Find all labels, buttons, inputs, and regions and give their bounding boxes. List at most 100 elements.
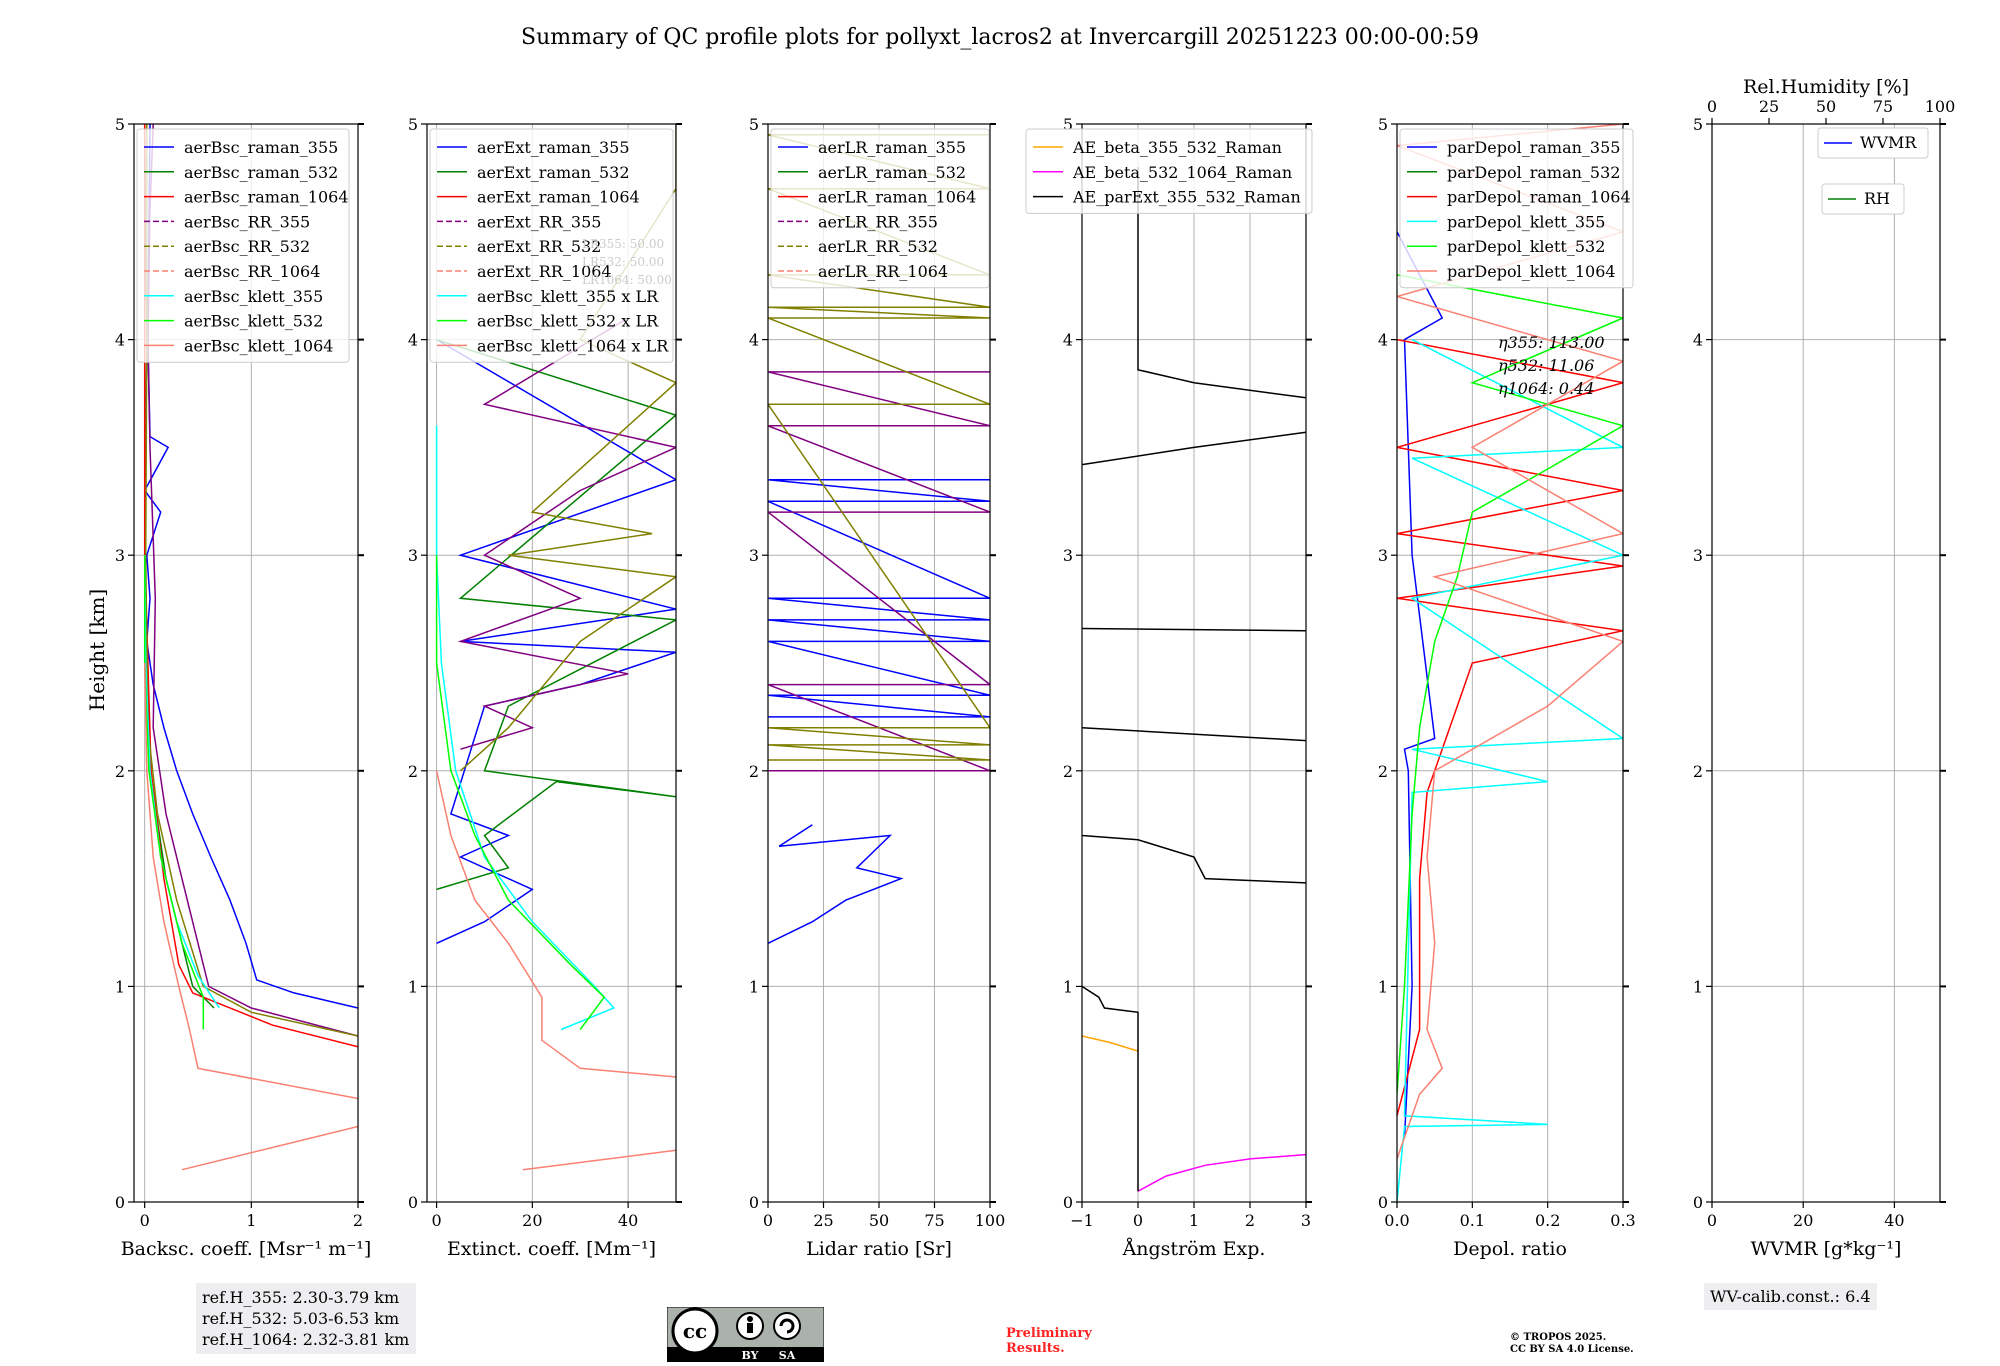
series-aerExt_klett_355 xyxy=(435,425,616,1031)
y-tick-label: 2 xyxy=(1063,762,1073,781)
series-aerExt_raman_355 xyxy=(436,338,676,944)
legend-box xyxy=(429,128,674,363)
x-axis-label: Extinct. coeff. [Mm⁻¹] xyxy=(447,1238,656,1260)
y-tick-label: 3 xyxy=(115,546,125,565)
legend-box xyxy=(136,128,350,363)
series-AE_parExt_355_532_Raman_b xyxy=(1082,726,1306,742)
y-axis-label: Height [km] xyxy=(85,589,109,711)
panel-extinction: 0 1 2 3 4 5 0 20 40 Extinct. coeff. [Mm⁻¹] aerExt_… xyxy=(408,115,682,1260)
legend-label: aerBsc_RR_1064 xyxy=(184,262,320,281)
cc-logo-icon xyxy=(671,1307,719,1355)
top-x-tick-label: 75 xyxy=(1873,97,1893,116)
legend-label: parDepol_klett_1064 xyxy=(1447,262,1616,281)
legend-label: aerLR_RR_532 xyxy=(818,237,938,256)
series-AE_parExt_355_532_Raman_a xyxy=(1082,834,1306,884)
x-tick-label: 40 xyxy=(618,1211,638,1230)
legend-label: RH xyxy=(1864,189,1890,208)
x-tick-label: 0 xyxy=(1707,1211,1717,1230)
axes-frame xyxy=(1711,123,1941,1203)
legend-box xyxy=(1399,128,1634,289)
series-aerExt_raman_532 xyxy=(436,338,676,891)
legend-box xyxy=(1821,183,1905,215)
series-aerBsc_RR_532 xyxy=(144,124,358,1037)
legend-label: aerBsc_RR_532 xyxy=(184,237,310,256)
y-tick-label: 3 xyxy=(1693,546,1703,565)
x-tick-label: −1 xyxy=(1070,1211,1094,1230)
x-tick-label: 1 xyxy=(246,1211,256,1230)
x-tick-label: 75 xyxy=(924,1211,944,1230)
x-tick-label: 50 xyxy=(869,1211,889,1230)
legend: aerLR_raman_355 aerLR_raman_532 aerLR_rama… xyxy=(770,128,990,289)
x-axis-label: Depol. ratio xyxy=(1453,1238,1567,1260)
x-tick-label: 0.0 xyxy=(1384,1211,1409,1230)
axes-frame xyxy=(426,123,677,1203)
y-tick-label: 2 xyxy=(115,762,125,781)
top-x-tick-label: 50 xyxy=(1816,97,1836,116)
y-tick-label: 0 xyxy=(749,1193,759,1212)
x-tick-label: 0 xyxy=(1133,1211,1143,1230)
legend-label: aerBsc_klett_1064 x LR xyxy=(477,336,669,355)
legend-box xyxy=(1817,127,1929,159)
x-tick-label: 20 xyxy=(522,1211,542,1230)
legend-label: aerBsc_klett_355 xyxy=(184,287,323,306)
figure-title: Summary of QC profile plots for pollyxt_… xyxy=(521,25,1479,50)
legend-label: aerExt_raman_532 xyxy=(477,163,630,182)
legend-label: aerExt_raman_1064 xyxy=(477,188,640,207)
series-aerExt_klett_1064 xyxy=(435,770,676,1078)
top-x-tick-label: 0 xyxy=(1707,97,1717,116)
legend-label: aerLR_RR_1064 xyxy=(818,262,948,281)
y-tick-label: 0 xyxy=(408,1193,418,1212)
y-tick-label: 1 xyxy=(1693,977,1703,996)
legend: WVMR RH xyxy=(1817,127,1929,215)
cc-license-badge: cc BY SA xyxy=(666,1306,825,1363)
legend-label: aerBsc_klett_1064 xyxy=(184,336,333,355)
preliminary-line-1: Preliminary xyxy=(1006,1326,1092,1341)
legend-label: aerLR_raman_532 xyxy=(818,163,966,182)
preliminary-results-note: Preliminary Results. xyxy=(1006,1326,1092,1356)
legend-label: aerExt_RR_355 xyxy=(477,212,601,231)
series-AE_parExt_355_532_Raman_d xyxy=(1082,431,1306,466)
x-axis-label: Backsc. coeff. [Msr⁻¹ m⁻¹] xyxy=(121,1238,372,1260)
x-tick-label: 0.2 xyxy=(1535,1211,1560,1230)
legend-label: aerLR_raman_355 xyxy=(818,138,966,157)
y-tick-label: 2 xyxy=(1378,762,1388,781)
legend-label: parDepol_raman_1064 xyxy=(1447,188,1631,207)
legend-label: aerBsc_raman_532 xyxy=(184,163,338,182)
y-tick-label: 0 xyxy=(1063,1193,1073,1212)
ref-height-355: ref.H_355: 2.30-3.79 km xyxy=(202,1288,400,1307)
wv-calibration-constant: WV-calib.const.: 6.4 xyxy=(1704,1283,1877,1310)
legend-label: aerLR_raman_1064 xyxy=(818,188,976,207)
ref-height-1064: ref.H_1064: 2.32-3.81 km xyxy=(202,1330,410,1349)
y-tick-label: 0 xyxy=(1378,1193,1388,1212)
legend-label: aerExt_raman_355 xyxy=(477,138,630,157)
y-tick-label: 1 xyxy=(749,977,759,996)
x-tick-label: 40 xyxy=(1884,1211,1904,1230)
legend-label: aerBsc_raman_1064 xyxy=(184,188,349,207)
lr-label: LR1064: 50.00 xyxy=(582,273,672,287)
legend: aerBsc_raman_355 aerBsc_raman_532 aerBsc_r… xyxy=(136,128,350,363)
y-tick-label: 1 xyxy=(1063,977,1073,996)
axes-frame xyxy=(1396,123,1624,1203)
series-aerExt_klett_532 xyxy=(435,555,606,1030)
top-x-tick-label: 25 xyxy=(1759,97,1779,116)
x-tick-label: 1 xyxy=(1189,1211,1199,1230)
x-axis-label: WVMR [g*kg⁻¹] xyxy=(1751,1238,1902,1260)
series-group xyxy=(1082,167,1306,1192)
y-tick-label: 5 xyxy=(1693,115,1703,134)
x-tick-label: 0.1 xyxy=(1460,1211,1485,1230)
legend-label: aerBsc_raman_355 xyxy=(184,138,338,157)
legend-label: aerExt_RR_532 xyxy=(477,237,601,256)
badge-by-label: BY xyxy=(742,1349,759,1362)
x-axis-label: Ångström Exp. xyxy=(1122,1238,1266,1260)
series-aerLR_raman_355_layers xyxy=(768,478,990,718)
legend-label: AE_beta_355_532_Raman xyxy=(1072,138,1282,157)
cc-logo-text: cc xyxy=(683,1319,707,1343)
copyright-line-1: © TROPOS 2025. xyxy=(1510,1332,1607,1343)
y-tick-label: 2 xyxy=(1693,762,1703,781)
series-aerLR_raman_355 xyxy=(768,824,904,944)
legend-label: aerBsc_klett_532 x LR xyxy=(477,312,659,331)
series-aerExt_klett_1064_low xyxy=(522,1149,676,1171)
